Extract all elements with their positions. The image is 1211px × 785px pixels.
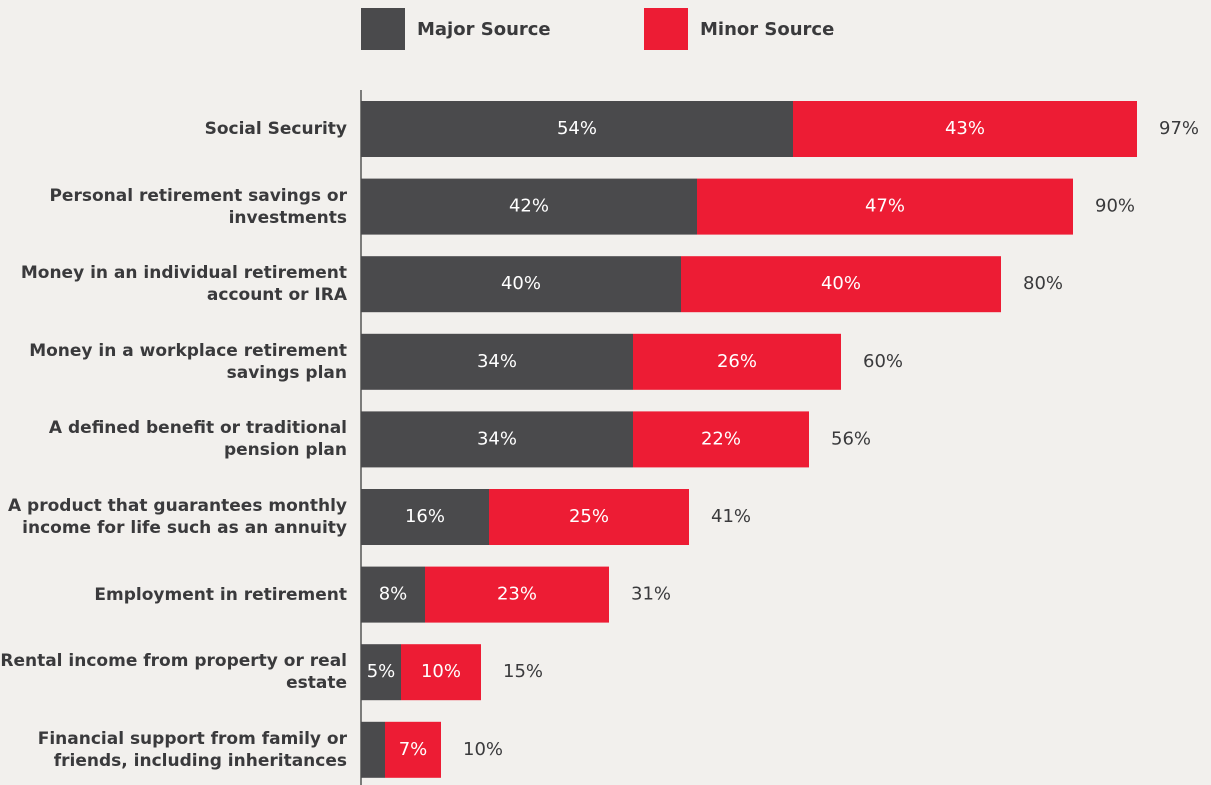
value-label: 42%: [509, 196, 549, 217]
legend-label: Minor Source: [700, 19, 834, 40]
value-label: 47%: [865, 196, 905, 217]
value-label: 40%: [501, 273, 541, 294]
value-label: 26%: [717, 351, 757, 372]
bar-segment: [681, 256, 1001, 313]
value-label: 34%: [477, 428, 517, 449]
bar-segment: [361, 333, 633, 390]
total-label: 15%: [503, 661, 543, 682]
bar-segment: [633, 411, 809, 468]
bar-segment: [401, 644, 481, 701]
value-label: 23%: [497, 584, 537, 605]
value-label: 25%: [569, 506, 609, 527]
bar-segment: [361, 256, 681, 313]
bar-segment: [361, 178, 697, 235]
bar-segment: [361, 566, 425, 623]
bar-segment: [633, 333, 841, 390]
value-label: 10%: [421, 661, 461, 682]
value-label: 34%: [477, 351, 517, 372]
value-label: 54%: [557, 118, 597, 139]
bar-segment: [361, 644, 401, 701]
total-label: 60%: [863, 351, 903, 372]
category-label: Personal retirement savings or investmen…: [49, 185, 347, 228]
bar-segment: [361, 489, 489, 545]
legend-swatch: [361, 8, 405, 50]
total-label: 80%: [1023, 273, 1063, 294]
bar-segment: [489, 489, 689, 545]
value-label: 22%: [701, 428, 741, 449]
category-label: Money in an individual retirement accoun…: [20, 263, 347, 306]
total-label: 90%: [1095, 196, 1135, 217]
category-label: A defined benefit or traditional pension…: [48, 418, 347, 461]
category-label: Social Security: [204, 119, 347, 139]
value-label: 43%: [945, 118, 985, 139]
bar-segment: [385, 721, 441, 778]
legend-label: Major Source: [417, 19, 551, 40]
value-label: 16%: [405, 506, 445, 527]
category-label: Money in a workplace retirement savings …: [29, 340, 347, 383]
legend-swatch: [644, 8, 688, 50]
total-label: 31%: [631, 584, 671, 605]
bar-segment: [697, 178, 1073, 235]
value-label: 7%: [399, 739, 428, 760]
total-label: 97%: [1159, 118, 1199, 139]
bar-segment: [361, 101, 793, 157]
value-label: 5%: [367, 661, 396, 682]
category-label: Financial support from family or friends…: [37, 728, 347, 771]
value-label: 40%: [821, 273, 861, 294]
total-label: 41%: [711, 506, 751, 527]
total-label: 56%: [831, 428, 871, 449]
category-label: Rental income from property or real esta…: [0, 651, 347, 694]
category-label: Employment in retirement: [94, 584, 347, 605]
value-label: 8%: [379, 584, 408, 605]
bar-segment: [793, 101, 1137, 157]
category-label: A product that guarantees monthly income…: [7, 496, 347, 538]
bar-segment: [361, 721, 385, 778]
total-label: 10%: [463, 739, 503, 760]
bar-segment: [361, 411, 633, 468]
bar-segment: [425, 566, 609, 623]
